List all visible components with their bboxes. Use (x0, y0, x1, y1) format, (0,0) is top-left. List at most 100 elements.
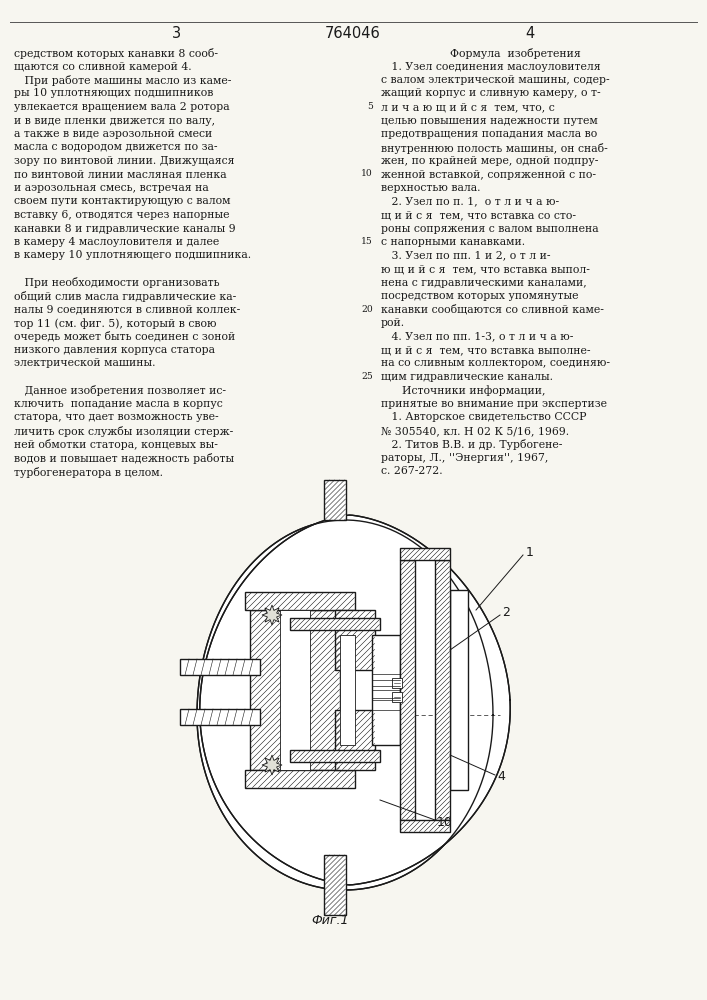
Text: Данное изобретения позволяет ис-: Данное изобретения позволяет ис- (14, 385, 226, 396)
Bar (180, 659, 260, 675)
Text: Фиг.1: Фиг.1 (311, 914, 349, 926)
Text: 1: 1 (526, 546, 534, 560)
Bar (245, 770, 355, 788)
Text: 4: 4 (525, 25, 534, 40)
Text: общий слив масла гидравлические ка-: общий слив масла гидравлические ка- (14, 291, 236, 302)
Text: электрической машины.: электрической машины. (14, 359, 156, 368)
Text: 5: 5 (367, 102, 373, 111)
Text: раторы, Л., ''Энергия'', 1967,: раторы, Л., ''Энергия'', 1967, (381, 453, 549, 463)
Text: с напорными канавками.: с напорными канавками. (381, 237, 525, 247)
Text: канавки сообщаются со сливной каме-: канавки сообщаются со сливной каме- (381, 304, 604, 315)
Text: целью повышения надежности путем: целью повышения надежности путем (381, 115, 597, 125)
Text: ней обмотки статора, концевых вы-: ней обмотки статора, концевых вы- (14, 440, 218, 450)
Text: 1. Узел соединения маслоуловителя: 1. Узел соединения маслоуловителя (381, 62, 601, 72)
Text: принятые во внимание при экспертизе: принятые во внимание при экспертизе (381, 399, 607, 409)
Text: 764046: 764046 (325, 25, 381, 40)
Text: жен, по крайней мере, одной подпру-: жен, по крайней мере, одной подпру- (381, 156, 598, 166)
Bar (290, 618, 380, 630)
Text: верхностью вала.: верхностью вала. (381, 183, 481, 193)
Polygon shape (262, 605, 282, 625)
Text: масла с водородом движется по за-: масла с водородом движется по за- (14, 142, 218, 152)
Text: 10: 10 (437, 816, 453, 828)
Bar (280, 610, 310, 770)
Text: внутреннюю полость машины, он снаб-: внутреннюю полость машины, он снаб- (381, 142, 608, 153)
Bar (400, 548, 450, 560)
Text: При необходимости организовать: При необходимости организовать (14, 277, 220, 288)
Text: и аэрозольная смесь, встречая на: и аэрозольная смесь, встречая на (14, 183, 209, 193)
Text: щим гидравлические каналы.: щим гидравлические каналы. (381, 372, 553, 382)
Text: 3. Узел по пп. 1 и 2, о т л и-: 3. Узел по пп. 1 и 2, о т л и- (381, 250, 551, 260)
Text: л и ч а ю щ и й с я  тем, что, с: л и ч а ю щ и й с я тем, что, с (381, 102, 555, 112)
Bar (245, 592, 355, 610)
Text: с валом электрической машины, содер-: с валом электрической машины, содер- (381, 75, 609, 85)
Text: а также в виде аэрозольной смеси: а также в виде аэрозольной смеси (14, 129, 212, 139)
Bar (340, 635, 355, 745)
Text: 3: 3 (173, 25, 182, 40)
Bar (290, 750, 380, 762)
Bar (392, 692, 402, 702)
Bar (250, 610, 340, 770)
Bar (400, 820, 450, 832)
Text: личить срок службы изоляции стерж-: личить срок службы изоляции стерж- (14, 426, 233, 437)
Text: 10: 10 (361, 169, 373, 178)
Text: предотвращения попадания масла во: предотвращения попадания масла во (381, 129, 597, 139)
Polygon shape (200, 515, 510, 885)
Text: нена с гидравлическими каналами,: нена с гидравлическими каналами, (381, 277, 587, 288)
Text: 25: 25 (361, 372, 373, 381)
Text: 2: 2 (502, 606, 510, 619)
Text: щаются со сливной камерой 4.: щаются со сливной камерой 4. (14, 62, 192, 72)
Text: своем пути контактирующую с валом: своем пути контактирующую с валом (14, 196, 230, 207)
Text: турбогенератора в целом.: турбогенератора в целом. (14, 466, 163, 478)
Text: 2. Титов В.В. и др. Турбогене-: 2. Титов В.В. и др. Турбогене- (381, 440, 562, 450)
Text: по винтовой линии масляная пленка: по винтовой линии масляная пленка (14, 169, 227, 180)
Text: средством которых канавки 8 сооб-: средством которых канавки 8 сооб- (14, 48, 218, 59)
Bar (435, 560, 450, 820)
Text: При работе машины масло из каме-: При работе машины масло из каме- (14, 75, 231, 86)
Text: жащий корпус и сливную камеру, о т-: жащий корпус и сливную камеру, о т- (381, 89, 601, 99)
Text: 2. Узел по п. 1,  о т л и ч а ю-: 2. Узел по п. 1, о т л и ч а ю- (381, 196, 559, 207)
Text: посредством которых упомянутые: посредством которых упомянутые (381, 291, 578, 301)
Bar (450, 590, 468, 790)
Text: в камеру 10 уплотняющего подшипника.: в камеру 10 уплотняющего подшипника. (14, 250, 251, 260)
Text: 15: 15 (361, 237, 373, 246)
Text: рой.: рой. (381, 318, 405, 328)
Text: щ и й с я  тем, что вставка со сто-: щ и й с я тем, что вставка со сто- (381, 210, 576, 220)
Text: 1. Авторское свидетельство СССР: 1. Авторское свидетельство СССР (381, 412, 587, 422)
Text: в камеру 4 маслоуловителя и далее: в камеру 4 маслоуловителя и далее (14, 237, 219, 247)
Text: 4: 4 (497, 770, 505, 784)
Text: с. 267-272.: с. 267-272. (381, 466, 443, 477)
Text: 20: 20 (361, 304, 373, 314)
Text: вставку 6, отводятся через напорные: вставку 6, отводятся через напорные (14, 210, 230, 220)
Text: зору по винтовой линии. Движущаяся: зору по винтовой линии. Движущаяся (14, 156, 235, 166)
Bar (400, 560, 415, 820)
Text: статора, что дает возможность уве-: статора, что дает возможность уве- (14, 412, 218, 422)
Bar (324, 855, 346, 915)
Text: Источники информации,: Источники информации, (381, 385, 546, 396)
Polygon shape (262, 755, 282, 775)
Text: канавки 8 и гидравлические каналы 9: канавки 8 и гидравлические каналы 9 (14, 224, 235, 233)
Text: ры 10 уплотняющих подшипников: ры 10 уплотняющих подшипников (14, 89, 214, 99)
Text: щ и й с я  тем, что вставка выполне-: щ и й с я тем, что вставка выполне- (381, 345, 590, 355)
Text: и в виде пленки движется по валу,: и в виде пленки движется по валу, (14, 115, 215, 125)
Text: низкого давления корпуса статора: низкого давления корпуса статора (14, 345, 215, 355)
Bar (324, 480, 346, 520)
Polygon shape (197, 520, 493, 890)
Text: увлекается вращением вала 2 ротора: увлекается вращением вала 2 ротора (14, 102, 230, 112)
Bar (180, 709, 260, 725)
Bar (372, 635, 400, 745)
Text: женной вставкой, сопряженной с по-: женной вставкой, сопряженной с по- (381, 169, 596, 180)
Text: № 305540, кл. Н 02 К 5/16, 1969.: № 305540, кл. Н 02 К 5/16, 1969. (381, 426, 569, 436)
Text: нa со сливным коллектором, соединяю-: нa со сливным коллектором, соединяю- (381, 359, 610, 368)
Bar (335, 710, 375, 770)
Text: роны сопряжения с валом выполнена: роны сопряжения с валом выполнена (381, 224, 599, 233)
Text: ю щ и й с я  тем, что вставка выпол-: ю щ и й с я тем, что вставка выпол- (381, 264, 590, 274)
Text: тор 11 (см. фиг. 5), который в свою: тор 11 (см. фиг. 5), который в свою (14, 318, 216, 329)
Text: очередь может быть соединен с зоной: очередь может быть соединен с зоной (14, 332, 235, 342)
Bar (335, 610, 375, 670)
Text: налы 9 соединяются в сливной коллек-: налы 9 соединяются в сливной коллек- (14, 304, 240, 314)
Text: водов и повышает надежность работы: водов и повышает надежность работы (14, 453, 234, 464)
Text: ключить  попадание масла в корпус: ключить попадание масла в корпус (14, 399, 223, 409)
Bar (392, 678, 402, 688)
Text: 4. Узел по пп. 1-3, о т л и ч а ю-: 4. Узел по пп. 1-3, о т л и ч а ю- (381, 332, 573, 342)
Text: Формула  изобретения: Формула изобретения (450, 48, 580, 59)
